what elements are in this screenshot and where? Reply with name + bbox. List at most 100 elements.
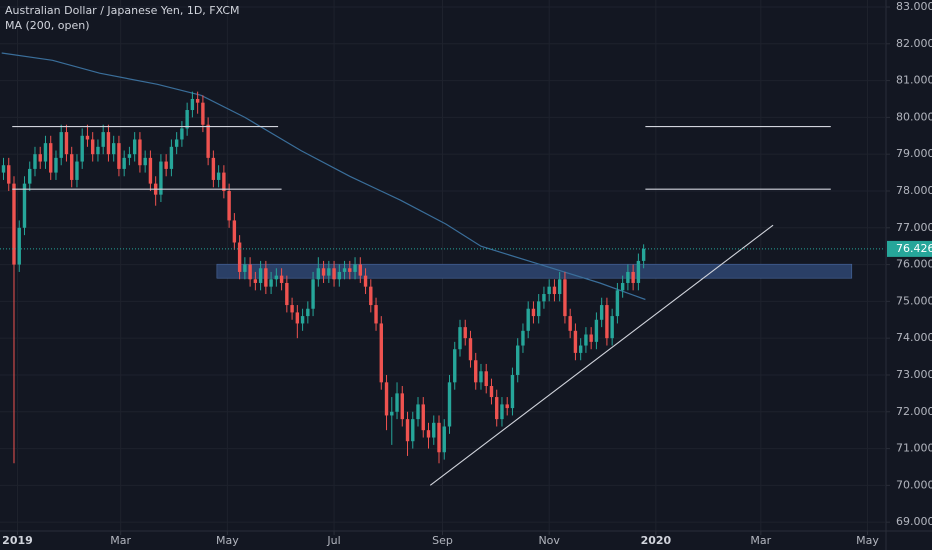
- candle-body: [12, 183, 16, 265]
- candle-body: [117, 143, 121, 169]
- x-tick-label: Mar: [110, 534, 131, 547]
- candle-body: [584, 334, 588, 346]
- candle-body: [510, 374, 515, 409]
- candle-body: [54, 157, 58, 173]
- y-tick-label: 82.000: [896, 37, 932, 50]
- candle-body: [180, 128, 184, 140]
- candle-body: [316, 268, 321, 280]
- candle-body: [311, 279, 315, 309]
- candle-body: [101, 132, 105, 147]
- candle-body: [531, 308, 536, 317]
- candle-body: [195, 98, 200, 103]
- candle-body: [405, 419, 410, 442]
- x-tick-label: May: [856, 534, 879, 547]
- candle-body: [279, 275, 284, 283]
- x-tick-label: May: [216, 534, 239, 547]
- candle-body: [489, 386, 494, 398]
- candle-body: [342, 268, 347, 272]
- candle-body: [474, 360, 478, 383]
- candle-body: [348, 268, 352, 272]
- candle-body: [28, 168, 32, 184]
- candle-body: [80, 135, 84, 162]
- candle-body: [547, 286, 551, 295]
- y-tick-label: 71.000: [896, 442, 932, 455]
- candle-body: [468, 338, 473, 361]
- y-tick-label: 72.000: [896, 405, 932, 418]
- plot-area: [0, 0, 885, 531]
- y-tick-label: 78.000: [896, 184, 932, 197]
- candle-body: [411, 419, 415, 442]
- candle-body: [516, 345, 520, 375]
- candle-body: [211, 157, 216, 180]
- candle-body: [201, 102, 205, 125]
- candle-body: [38, 154, 42, 162]
- candle-body: [258, 268, 263, 283]
- candle-body: [605, 305, 609, 339]
- candle-body: [232, 220, 237, 243]
- candle-body: [615, 290, 620, 317]
- y-tick-label: 80.000: [896, 110, 932, 123]
- candle-body: [285, 282, 289, 306]
- candle-body: [111, 143, 116, 155]
- candle-body: [290, 305, 294, 313]
- x-tick-label: Jul: [326, 534, 340, 547]
- candle-body: [358, 264, 362, 276]
- candle-body: [484, 371, 488, 387]
- x-tick-label: Nov: [538, 534, 560, 547]
- candle-body: [479, 371, 483, 383]
- candle-body: [568, 316, 572, 331]
- candle-body: [64, 132, 69, 155]
- candle-body: [379, 323, 383, 383]
- candle-body: [536, 301, 541, 317]
- drawn-line: [429, 224, 774, 486]
- candle-body: [426, 430, 431, 438]
- candle-body: [395, 393, 399, 412]
- candle-body: [85, 135, 90, 140]
- y-tick-label: 69.000: [896, 515, 932, 528]
- y-tick-label: 81.000: [896, 74, 932, 87]
- candle-body: [552, 286, 557, 295]
- candle-body: [432, 422, 436, 438]
- zone: [216, 263, 853, 279]
- candle-body: [563, 279, 567, 317]
- candle-body: [295, 312, 300, 324]
- candle-body: [437, 422, 441, 453]
- candle-body: [43, 143, 48, 162]
- last-price-label: 76.426: [896, 242, 932, 255]
- y-tick-label: 70.000: [896, 478, 932, 491]
- candle-body: [248, 264, 252, 280]
- x-tick-label: 2019: [2, 534, 33, 547]
- candle-body: [453, 349, 457, 383]
- candle-body: [216, 172, 221, 180]
- candle-body: [631, 271, 635, 283]
- candle-body: [599, 305, 604, 320]
- y-tick-label: 74.000: [896, 331, 932, 344]
- candle-body: [227, 190, 231, 221]
- candle-body: [1, 165, 6, 173]
- candle-body: [610, 316, 614, 339]
- candle-body: [641, 248, 646, 261]
- candle-body: [106, 132, 111, 155]
- candle-body: [442, 426, 446, 453]
- candle-body: [190, 98, 195, 111]
- candle-body: [174, 139, 179, 147]
- candle-body: [143, 157, 147, 166]
- candle-body: [269, 279, 273, 287]
- candle-body: [337, 271, 342, 280]
- candle-body: [327, 268, 331, 276]
- candle-body: [594, 319, 599, 342]
- candle-body: [300, 316, 305, 324]
- y-tick-label: 73.000: [896, 368, 932, 381]
- chart-title: Australian Dollar / Japanese Yen, 1D, FX…: [5, 4, 240, 17]
- candle-body: [400, 393, 404, 420]
- candle-body: [353, 264, 357, 272]
- candle-body: [505, 404, 509, 409]
- candle-body: [17, 227, 21, 265]
- candle-body: [500, 404, 504, 420]
- candle-body: [363, 275, 368, 287]
- candle-body: [463, 327, 467, 339]
- candle-body: [458, 327, 462, 350]
- candle-body: [33, 154, 37, 169]
- candle-body: [206, 124, 210, 158]
